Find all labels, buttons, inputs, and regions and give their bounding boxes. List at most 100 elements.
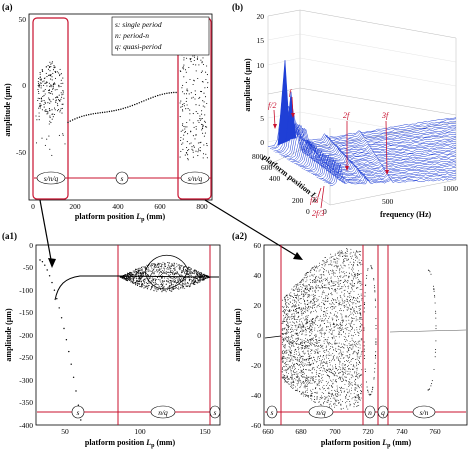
panel-a1-ytick: -400 [19,421,33,430]
panel-a-xticks: 0 200 400 600 800 [31,202,208,211]
panel-a-region-arrows: s/n/q s s/n/q [34,171,211,185]
panel-b-ytick: 0 [306,207,310,216]
legend-entry: n: period-n [115,31,149,40]
panel-a1-scatter [39,254,219,421]
region-box-left [32,17,69,200]
region-label: n/q [316,408,326,417]
panel-a2-label: (a2) [232,231,247,241]
panel-b-box [267,9,457,206]
region-label: s/n/q [188,174,203,183]
panel-a-legend: s: single period n: period-n q: quasi-pe… [111,16,210,56]
panel-a1-ytick: -250 [19,353,33,362]
region-label: q [381,408,385,417]
panel-b-yticks: 800 600 400 200 0 [252,152,310,216]
panel-a2-ytick: -20 [251,361,261,370]
panel-b-zticks: 20 15 10 5 0 [257,12,265,147]
panel-a1-axes [35,244,221,426]
panel-a2: (a2) 60 40 20 0 -20 -40 -60 660 680 700 … [232,231,468,449]
panel-a2-xlabel: platform position Lp (mm) [321,438,412,449]
panel-b-ytick: 400 [269,174,281,183]
panel-b-label: (b) [232,2,243,12]
panel-a2-xticks: 660 680 700 720 740 760 [262,427,441,436]
panel-a2-ytick: 0 [257,331,261,340]
panel-b-xlabel: frequency (Hz) [380,210,432,219]
panel-a1-ytick: 0 [29,241,33,250]
region-label: n [368,408,372,417]
panel-a1-xlabel: platform position Lp (mm) [85,438,176,449]
panel-a2-xtick: 680 [295,427,307,436]
legend-entry: q: quasi-period [115,42,162,51]
panel-a2-ytick: -60 [251,421,261,430]
panel-a: (a) 50 0 -50 0 200 400 600 800 amplitude… [2,2,213,223]
panel-a2-xtick: 660 [262,427,274,436]
panel-b-ztick: 10 [257,61,265,70]
panel-a2-ytick: -40 [251,391,261,400]
panel-a1-ytick: -200 [19,331,33,340]
panel-a2-scatter [264,248,467,410]
zoom-arrows [39,199,303,268]
panel-a-scatter [35,24,209,161]
annotation-2f-third: 2f/3 [312,209,324,218]
panel-a1-xtick: 150 [199,427,211,436]
panel-a-axes [28,13,213,201]
panel-b-ytick: 800 [252,152,264,161]
panel-a-xtick: 400 [112,202,124,211]
panel-a1-ytick: -50 [23,263,33,272]
panel-a1-xticks: 50 100 150 [61,427,211,436]
panel-a2-ytick: 20 [254,301,262,310]
panel-b-xtick: 500 [382,197,394,206]
panel-a2-ylabel: amplitude (μm) [233,308,242,362]
panel-a-xtick: 200 [69,202,81,211]
region-label: s [77,408,80,417]
panel-b-grid [267,33,457,143]
panel-a-xtick: 800 [196,202,208,211]
panel-b: (b) 20 15 10 5 0 a [232,2,458,219]
panel-a2-ytick: 40 [254,271,262,280]
panel-a2-xtick: 700 [329,427,341,436]
annotation-f-third: f/3 [310,196,318,205]
panel-b-ztick: 20 [257,12,265,21]
panel-a-xtick: 600 [154,202,166,211]
annotation-f-half: f/2 [268,101,276,110]
region-label: s [271,408,274,417]
panel-a1-xtick: 100 [134,427,146,436]
panel-a1-yticks: 0 -50 -100 -150 -200 -250 -300 -350 -400 [19,241,33,430]
region-label: s/n [420,408,429,417]
panel-a1-ylabel: amplitude (μm) [4,308,13,362]
panel-b-ztick: 0 [260,138,264,147]
panel-b-xticks: 0 500 1000 [323,184,458,216]
panel-a-ylabel: amplitude (μm) [3,83,12,137]
panel-a1-ytick: -350 [19,398,33,407]
region-label: n/q [158,408,168,417]
panel-a1-region-arrows: s n/q s [37,405,221,419]
panel-b-ytick: 200 [292,196,304,205]
panel-b-ztick: 5 [260,114,264,123]
panel-a-label: (a) [2,2,13,12]
panel-a1-xtick: 50 [61,427,69,436]
region-label: s [121,174,124,183]
panel-a-xlabel: platform position Lp (mm) [75,212,166,223]
panel-a-ytick: 50 [19,15,27,24]
panel-b-zlabel: amplitude (μm) [243,58,252,112]
panel-a2-ytick: 60 [254,241,262,250]
panel-b-spectrum-surface [267,59,457,187]
panel-a2-region-arrows: s n/q n q s/n [265,405,466,419]
panel-a1-label: (a1) [2,231,17,241]
panel-b-annotations: f/2 f 2f 3f f/3 2f/3 [268,88,390,218]
panel-a2-xtick: 740 [396,427,408,436]
panel-a1-ytick: -100 [19,286,33,295]
panel-a2-xtick: 720 [362,427,374,436]
panel-b-xtick: 1000 [443,184,458,193]
legend-entry: s: single period [115,20,162,29]
panel-a-ytick: 0 [22,81,26,90]
panel-a-xtick: 0 [31,202,35,211]
annotation-2f: 2f [343,111,351,120]
panel-a-ytick: -50 [16,148,26,157]
annotation-3f: 3f [381,111,390,120]
panel-a2-xtick: 760 [429,427,441,436]
annotation-f: f [289,88,293,97]
panel-b-xtick: 0 [323,207,327,216]
panel-a2-yticks: 60 40 20 0 -20 -40 -60 [251,241,261,430]
panel-a2-axes [263,244,468,426]
